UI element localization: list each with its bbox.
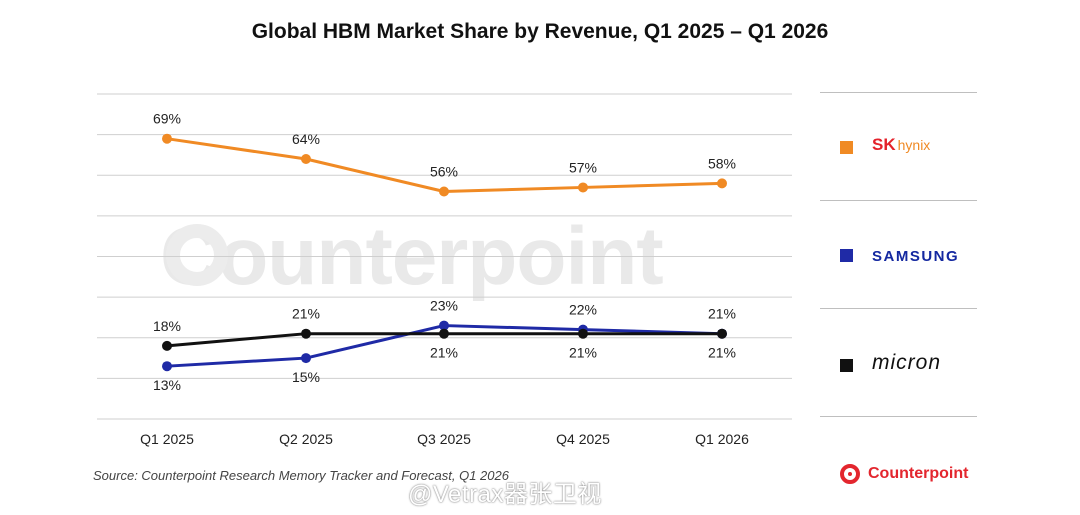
legend-swatch-sk-hynix	[840, 141, 853, 154]
counterpoint-icon	[840, 464, 860, 484]
data-label-micron: 21%	[569, 345, 597, 361]
line-chart: 69% 64% 56% 57% 58% 13% 15% 23% 22% 21% 18% 21% 21% 2…	[97, 93, 792, 447]
data-label-sk_hynix: 64%	[292, 131, 320, 147]
data-label-samsung: 23%	[430, 298, 458, 314]
data-label-sk_hynix: 57%	[569, 159, 597, 175]
data-label-samsung: 22%	[569, 302, 597, 318]
legend-item-sk-hynix[interactable]: SK hynix	[820, 92, 977, 200]
x-tick-label: Q3 2025	[417, 431, 471, 447]
sk-hynix-sub: hynix	[897, 137, 931, 153]
x-tick-label: Q4 2025	[556, 431, 610, 447]
legend: SK hynix SAMSUNG micron	[820, 92, 977, 417]
legend-swatch-samsung	[840, 249, 853, 262]
data-point-sk_hynix	[717, 178, 727, 189]
data-point-sk_hynix	[301, 154, 311, 164]
counterpoint-logo-text: Counterpoint	[868, 465, 969, 482]
weibo-watermark: @Vetrax器张卫视	[408, 481, 602, 508]
legend-swatch-micron	[840, 359, 853, 372]
data-point-sk_hynix	[162, 133, 172, 144]
data-point-samsung	[301, 353, 311, 364]
counterpoint-logo[interactable]: Counterpoint	[840, 464, 968, 484]
data-point-sk_hynix	[578, 182, 588, 193]
data-label-samsung: 15%	[292, 369, 320, 385]
sk-hynix-brand: SK	[872, 135, 896, 154]
data-point-samsung	[162, 361, 172, 372]
data-point-micron	[301, 328, 311, 339]
sk-hynix-logo: SK hynix	[872, 135, 930, 155]
data-label-micron: 18%	[153, 318, 181, 334]
x-axis-ticks: Q1 2025 Q2 2025 Q3 2025 Q4 2025 Q1 2026	[140, 431, 749, 447]
data-label-sk_hynix: 58%	[708, 155, 736, 171]
micron-logo: micron	[872, 351, 942, 374]
legend-item-micron[interactable]: micron	[820, 308, 977, 417]
x-tick-label: Q1 2025	[140, 431, 194, 447]
data-point-micron	[578, 328, 588, 339]
data-label-samsung: 13%	[153, 377, 181, 393]
x-tick-label: Q1 2026	[695, 431, 749, 447]
data-point-samsung	[439, 320, 449, 331]
data-point-sk_hynix	[439, 186, 449, 197]
data-point-micron	[162, 340, 172, 351]
data-label-micron: 21%	[430, 345, 458, 361]
data-points	[162, 133, 727, 372]
data-label-micron: 21%	[292, 306, 320, 322]
data-label-sk_hynix: 56%	[430, 164, 458, 180]
data-label-sk_hynix: 69%	[153, 111, 181, 127]
x-tick-label: Q2 2025	[279, 431, 333, 447]
data-label-micron: 21%	[708, 345, 736, 361]
data-label-samsung: 21%	[708, 306, 736, 322]
chart-title: Global HBM Market Share by Revenue, Q1 2…	[251, 20, 829, 43]
data-point-micron	[717, 328, 727, 339]
samsung-logo: SAMSUNG	[872, 248, 960, 265]
legend-item-samsung[interactable]: SAMSUNG	[820, 200, 977, 308]
source-note: Source: Counterpoint Research Memory Tra…	[93, 468, 509, 483]
data-point-micron	[439, 328, 449, 339]
data-labels: 69% 64% 56% 57% 58% 13% 15% 23% 22% 21% 18% 21% 21% 2…	[153, 111, 736, 394]
